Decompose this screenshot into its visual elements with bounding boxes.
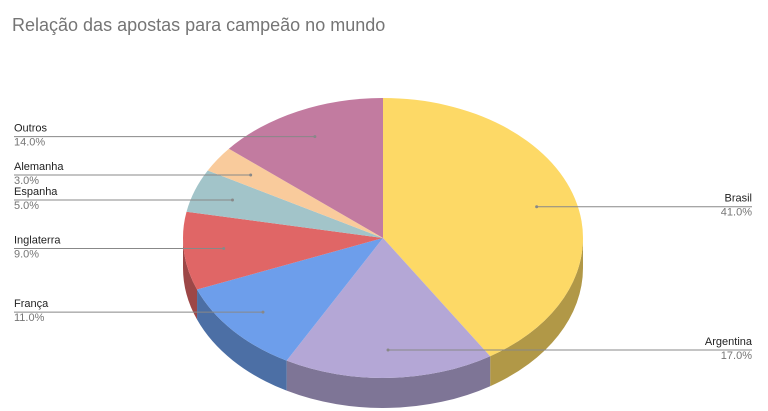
slice bbox=[207, 148, 383, 238]
data-label: 11.0% bbox=[14, 312, 45, 324]
data-label: 41.0% bbox=[721, 207, 752, 219]
legend-label: França bbox=[14, 298, 49, 310]
legend-label: Outros bbox=[14, 123, 48, 135]
slice bbox=[186, 170, 383, 238]
chart-title: Relação das apostas para campeão no mund… bbox=[12, 15, 385, 35]
slice-side bbox=[197, 289, 287, 391]
data-label: 9.0% bbox=[14, 248, 39, 260]
legend-label: Espanha bbox=[14, 186, 58, 198]
legend-label: Brasil bbox=[724, 193, 752, 205]
data-label: 5.0% bbox=[14, 200, 39, 212]
leader-dot bbox=[386, 348, 390, 352]
leader-dot bbox=[535, 205, 539, 209]
legend-label: Inglaterra bbox=[14, 234, 61, 246]
legend-label: Alemanha bbox=[14, 161, 64, 173]
leader-dot bbox=[261, 310, 265, 314]
slice bbox=[383, 98, 583, 357]
slice-side bbox=[183, 238, 198, 320]
slice bbox=[197, 238, 383, 361]
slice-side bbox=[490, 238, 583, 387]
leader-dot bbox=[249, 173, 253, 177]
legend-label: Argentina bbox=[705, 336, 753, 348]
leader-dot bbox=[222, 247, 226, 251]
slice bbox=[183, 211, 383, 290]
leader-dot bbox=[313, 135, 317, 139]
data-label: 14.0% bbox=[14, 137, 45, 149]
data-label: 3.0% bbox=[14, 175, 39, 187]
slice-side bbox=[286, 356, 491, 408]
slice bbox=[286, 238, 491, 378]
slice bbox=[228, 98, 383, 238]
data-label: 17.0% bbox=[721, 350, 752, 362]
leader-dot bbox=[230, 198, 234, 202]
